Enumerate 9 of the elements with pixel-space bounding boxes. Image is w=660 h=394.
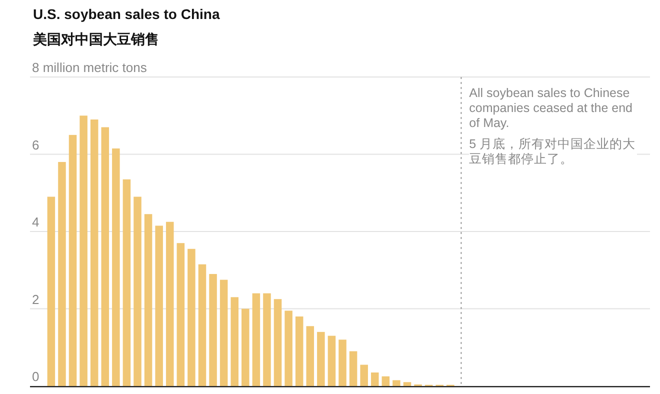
chart-subtitle: 美国对中国大豆销售 [32, 31, 159, 47]
y-tick-label: 6 [32, 137, 40, 152]
chart-title: U.S. soybean sales to China [33, 6, 220, 22]
annotation: All soybean sales to Chinese companies ceased at the end of May. [469, 86, 634, 131]
y-tick-label: 0 [32, 369, 40, 384]
y-tick-label: 4 [32, 214, 40, 230]
y-tick-label: 2 [32, 292, 40, 307]
y-tick-label: 8 million metric tons [32, 60, 148, 75]
annotation: 5 月底，所有对中国企业的大豆销售都停止了。 [469, 137, 638, 167]
